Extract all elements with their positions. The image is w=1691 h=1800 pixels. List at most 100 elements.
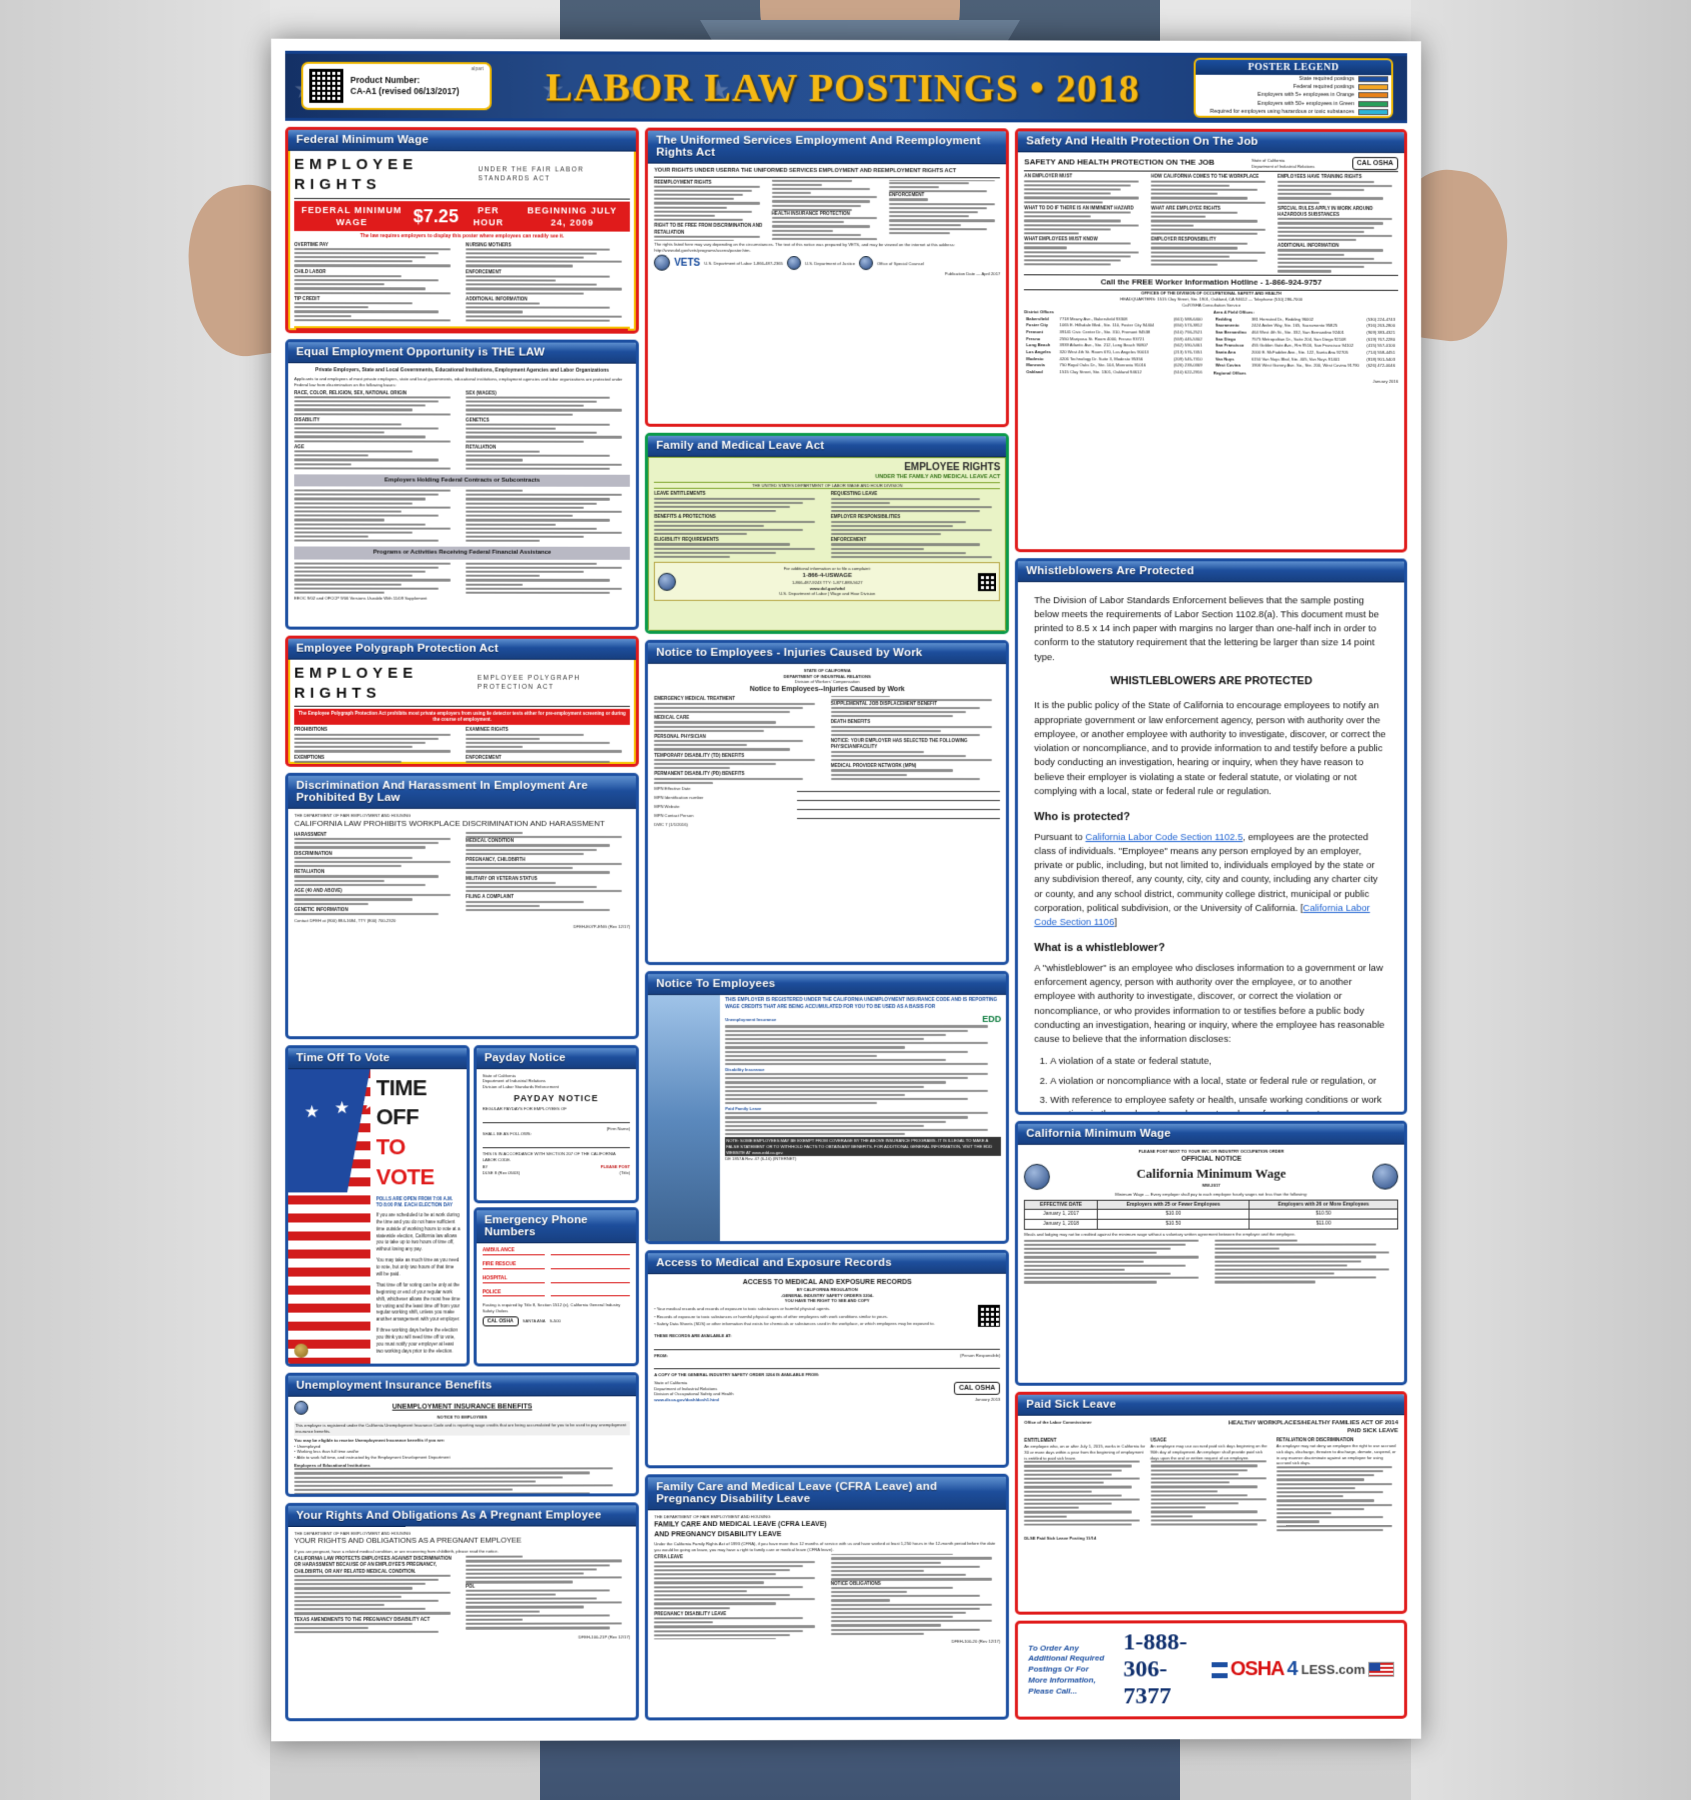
poster-footer: To Order Any Additional Required Posting…	[1015, 1619, 1408, 1720]
emergency-input-0[interactable]	[550, 1247, 631, 1256]
polygraph-body-3	[465, 760, 630, 765]
medex-date: January 2013	[974, 1396, 1001, 1402]
text-line	[888, 231, 951, 235]
osha-office-row: West Covina 1906 West Garvey Ave. So., St…	[1213, 362, 1398, 369]
text-line	[465, 1614, 611, 1617]
injuries-field-input-1[interactable]	[796, 794, 1001, 801]
text-line	[465, 408, 622, 412]
payday-form-title: PAYDAY NOTICE	[513, 1092, 599, 1103]
text-line	[1276, 1499, 1374, 1502]
text-line	[465, 510, 622, 513]
text-line	[294, 1467, 614, 1471]
medex-bullet-2: • Safety Data Sheets (SDS) or other info…	[654, 1321, 935, 1327]
emergency-input-2[interactable]	[550, 1275, 631, 1283]
medex-field-label: THESE RECORDS ARE AVAILABLE AT:	[654, 1333, 732, 1339]
injuries-field-input-3[interactable]	[796, 812, 1001, 819]
payday-input-firm-name[interactable]	[482, 1114, 631, 1123]
osha-office-phone-12: (619) 767-2280	[1366, 336, 1396, 342]
text-line	[1150, 201, 1266, 204]
injuries-field-input-2[interactable]	[796, 803, 1001, 810]
medex-web[interactable]: www.dir.ca.gov/dosh/dosh1.html	[654, 1397, 720, 1403]
text-line	[294, 837, 451, 841]
camw-title: California Minimum Wage	[1136, 1166, 1287, 1182]
wb-a2-item-2: With reference to employee safety or hea…	[1050, 1094, 1388, 1115]
logo-bars-icon	[1211, 1661, 1228, 1678]
text-line	[1214, 1243, 1377, 1246]
osha-office-phone-4: (562) 590-5461	[1173, 342, 1203, 348]
text-line	[725, 1116, 969, 1119]
text-line	[294, 578, 451, 582]
injuries-field-input-0[interactable]	[796, 785, 1001, 792]
text-line	[294, 310, 439, 313]
payday-input-schedule[interactable]	[482, 1140, 631, 1149]
osha-office-address-11: 464 West 4th St., Ste. 332, San Bernardi…	[1251, 329, 1345, 335]
text-line	[830, 528, 992, 532]
text-line	[1150, 192, 1218, 196]
wb-a1-pre: Pursuant to	[1034, 831, 1086, 843]
text-line	[725, 1133, 905, 1136]
text-line	[888, 223, 962, 226]
text-line	[1024, 1243, 1186, 1246]
text-line	[465, 881, 557, 885]
text-line	[465, 1618, 524, 1621]
fmw-wage-begin: BEGINNING JULY 24, 2009	[527, 204, 618, 228]
text-line	[465, 493, 622, 497]
text-line	[725, 1025, 988, 1028]
footer-phone-number[interactable]: 1-888-306-7377	[1123, 1629, 1188, 1710]
text-line	[654, 1590, 748, 1593]
text-line	[1214, 1247, 1279, 1250]
pregnant-heading-0: California law protects employees agains…	[294, 1555, 452, 1574]
safety-body-5	[1150, 242, 1272, 266]
wb-a1-link[interactable]: California Labor Code Section 1102.5	[1085, 831, 1243, 843]
text-line	[771, 225, 870, 228]
wb-question-2: What is a whistleblower?	[1034, 942, 1165, 955]
text-line	[830, 1611, 967, 1615]
legend-swatch-3	[1358, 100, 1389, 107]
text-line	[888, 198, 928, 201]
text-line	[294, 412, 451, 416]
text-line	[465, 871, 611, 874]
text-line	[654, 1564, 804, 1568]
vote-paragraph-1: You may take as much time as you need to…	[376, 1257, 459, 1277]
text-line	[830, 533, 941, 536]
injuries-body-6	[830, 725, 1001, 737]
text-line	[654, 189, 753, 192]
text-line	[465, 256, 585, 259]
emergency-input-3[interactable]	[550, 1288, 631, 1297]
text-line	[294, 583, 402, 586]
camw-row-0: January 1, 2017 $10.00 $10.50	[1024, 1209, 1398, 1220]
text-line	[1277, 230, 1365, 233]
text-line	[465, 1572, 585, 1575]
text-line	[294, 1591, 451, 1594]
text-line	[830, 1565, 980, 1569]
text-line	[654, 206, 727, 209]
text-line	[294, 750, 451, 753]
text-line	[465, 498, 611, 501]
text-line	[465, 535, 585, 539]
text-line	[465, 1622, 622, 1626]
emergency-input-1[interactable]	[550, 1261, 631, 1270]
text-line	[294, 435, 426, 439]
injuries-heading-7: NOTICE: YOUR EMPLOYER HAS SELECTED THE F…	[830, 738, 968, 750]
fmw-body-0	[294, 247, 458, 268]
medex-input-records-location[interactable]	[654, 1341, 1001, 1350]
text-line	[725, 1050, 969, 1053]
discrimination-title: CALIFORNIA LAW PROHIBITS WORKPLACE DISCR…	[294, 818, 605, 828]
text-line	[294, 574, 413, 577]
text-line	[465, 463, 622, 466]
text-line	[465, 518, 611, 522]
text-line	[294, 518, 385, 522]
text-line	[294, 396, 451, 399]
text-line	[1150, 1464, 1258, 1468]
text-line	[1277, 234, 1393, 238]
text-line	[1024, 228, 1112, 231]
text-line	[1024, 1523, 1132, 1526]
text-line	[830, 769, 953, 772]
text-line	[294, 264, 451, 268]
injuries-field-row-0: MPN Effective Date	[654, 785, 1001, 792]
text-line	[654, 1585, 804, 1589]
medex-input-person[interactable]	[654, 1361, 1001, 1370]
osha4less-logo[interactable]: OSHA 4 LESS.com	[1211, 1658, 1395, 1681]
text-line	[465, 904, 540, 907]
text-line	[654, 721, 777, 724]
